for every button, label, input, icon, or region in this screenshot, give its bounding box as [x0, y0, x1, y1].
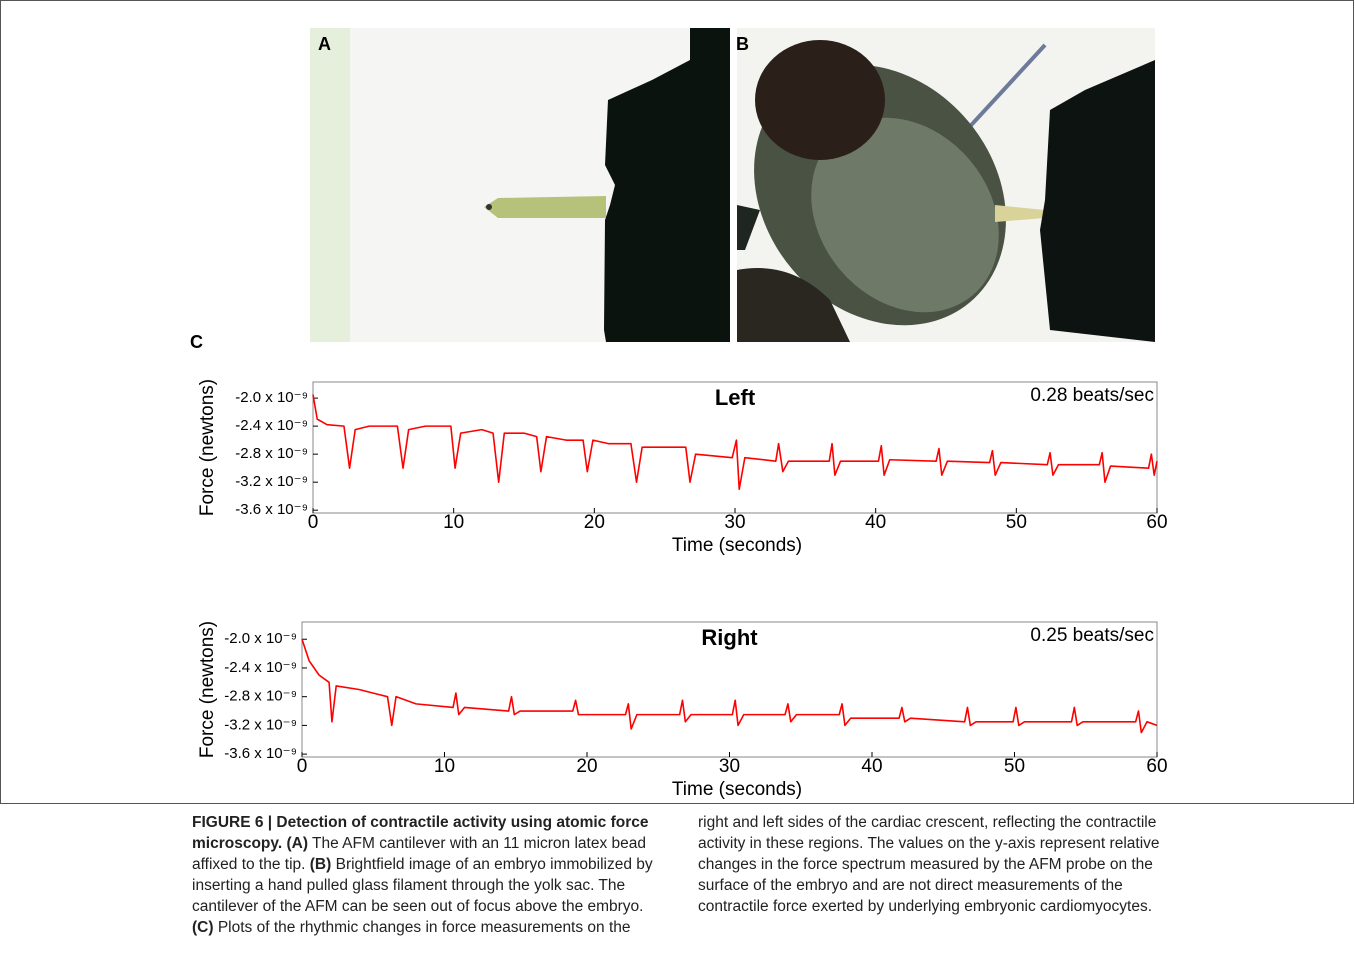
caption-bold: (C): [192, 919, 214, 936]
y-tick-label: -2.4 x 10⁻⁹: [224, 659, 297, 676]
y-tick-label: -2.0 x 10⁻⁹: [224, 630, 297, 647]
caption-text: Brightfield image of an embryo immobiliz…: [192, 856, 653, 915]
x-axis-label: Time (seconds): [672, 535, 802, 556]
annotation: 0.28 beats/sec: [1030, 385, 1154, 406]
panel-divider: [730, 28, 737, 342]
x-axis-label: Time (seconds): [672, 779, 802, 800]
x-tick-label: 30: [724, 512, 745, 533]
y-tick-label: -2.8 x 10⁻⁹: [224, 688, 297, 705]
panel-a-image: [310, 28, 730, 342]
x-tick-label: 20: [576, 756, 597, 777]
caption-bold: (B): [309, 856, 332, 873]
panel-label: C: [190, 332, 203, 352]
x-tick-label: 20: [584, 512, 605, 533]
data-line: [301, 638, 1158, 734]
caption-text: Plots of the rhythmic changes in force m…: [213, 814, 1160, 936]
x-tick-label: 0: [308, 512, 319, 533]
chart-title: Right: [701, 625, 758, 650]
y-tick-label: -3.6 x 10⁻⁹: [224, 745, 297, 762]
y-tick-label: -2.0 x 10⁻⁹: [235, 389, 308, 406]
x-tick-label: 50: [1006, 512, 1027, 533]
x-tick-label: 0: [297, 756, 308, 777]
panel-b-image: [737, 28, 1155, 342]
panel-label: B: [736, 34, 749, 54]
figure-caption: FIGURE 6 | Detection of contractile acti…: [192, 812, 1164, 938]
figure: A B C -2.0 x 10⁻⁹ -2.4 x 10⁻⁹ -2.8 x 10⁻⁹ -…: [0, 0, 1354, 804]
x-tick-label: 60: [1146, 756, 1167, 777]
caption-bold: FIGURE 6 | Detection of contractile acti…: [192, 814, 649, 852]
x-tick-label: 40: [865, 512, 886, 533]
x-tick-label: 50: [1004, 756, 1025, 777]
chart-title: Left: [715, 385, 756, 410]
y-axis-label: Force (newtons): [197, 621, 218, 758]
x-tick-label: 60: [1146, 512, 1167, 533]
x-tick-label: 10: [443, 512, 464, 533]
y-tick-label: -2.4 x 10⁻⁹: [235, 417, 308, 434]
y-tick-label: -2.8 x 10⁻⁹: [235, 445, 308, 462]
y-tick-label: -3.2 x 10⁻⁹: [235, 473, 308, 490]
data-line: [312, 394, 1158, 490]
y-tick-label: -3.2 x 10⁻⁹: [224, 716, 297, 733]
panel-label: A: [318, 34, 331, 54]
x-tick-label: 40: [861, 756, 882, 777]
figure-frame: [0, 0, 1354, 804]
x-tick-label: 30: [719, 756, 740, 777]
y-tick-label: -3.6 x 10⁻⁹: [235, 501, 308, 518]
x-tick-label: 10: [434, 756, 455, 777]
annotation: 0.25 beats/sec: [1030, 625, 1154, 646]
y-axis-label: Force (newtons): [197, 379, 218, 516]
caption-text: The AFM cantilever with an 11 micron lat…: [192, 835, 647, 873]
